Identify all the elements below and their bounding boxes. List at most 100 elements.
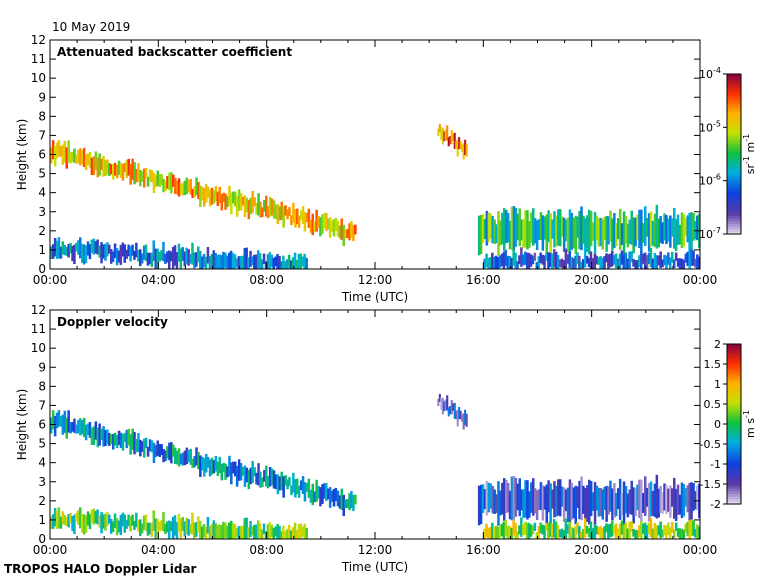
x-axis-label: Time (UTC) xyxy=(341,560,408,574)
feature-cell xyxy=(77,240,80,255)
feature-cell xyxy=(133,162,136,185)
colorbar-cell xyxy=(727,437,741,441)
feature-cell xyxy=(537,526,540,539)
feature-cell xyxy=(125,429,128,449)
feature-cell xyxy=(228,522,231,539)
feature-cell xyxy=(588,209,591,255)
y-tick-label: 8 xyxy=(38,109,46,123)
feature-cell xyxy=(497,211,500,256)
feature-cell xyxy=(144,167,148,179)
colorbar-cell xyxy=(727,119,741,123)
feature-cell xyxy=(570,256,573,269)
feature-cell xyxy=(75,512,78,522)
feature-cell xyxy=(152,172,156,193)
y-tick-label: 3 xyxy=(38,205,46,219)
feature-cell xyxy=(665,255,668,269)
feature-cell xyxy=(686,251,689,267)
feature-cell xyxy=(453,402,456,419)
feature-cell xyxy=(561,486,564,507)
feature-cell xyxy=(166,446,169,459)
feature-cell xyxy=(140,253,144,264)
feature-cell xyxy=(643,252,647,269)
feature-cell xyxy=(555,215,558,247)
feature-cell xyxy=(628,521,631,539)
feature-cell xyxy=(505,479,508,514)
feature-cell xyxy=(140,523,144,534)
feature-cell xyxy=(144,514,148,532)
feature-cell xyxy=(125,249,128,259)
feature-cell xyxy=(100,158,103,171)
feature-cell xyxy=(220,464,223,481)
feature-cell xyxy=(257,463,260,486)
feature-cell xyxy=(446,395,449,411)
feature-cell xyxy=(235,258,239,268)
feature-cell xyxy=(526,210,529,250)
feature-cell xyxy=(688,250,691,269)
feature-cell xyxy=(483,219,487,240)
colorbar-cell xyxy=(727,202,741,206)
colorbar-tick-label: 10-6 xyxy=(699,173,721,188)
feature-cell xyxy=(287,254,291,269)
feature-cell xyxy=(249,250,252,267)
feature-cell xyxy=(189,524,192,534)
feature-cell xyxy=(535,490,539,521)
feature-cell xyxy=(464,409,467,426)
feature-cell xyxy=(63,140,67,163)
feature-cell xyxy=(218,524,221,539)
feature-cell xyxy=(607,486,610,515)
feature-cell xyxy=(195,447,198,466)
feature-cell xyxy=(284,260,287,269)
y-tick-label: 6 xyxy=(38,418,46,432)
feature-cell xyxy=(616,258,620,269)
feature-cell xyxy=(247,199,251,220)
feature-cell xyxy=(284,205,287,216)
colorbar-cell xyxy=(727,100,741,104)
feature-cell xyxy=(251,460,254,484)
colorbar-cell xyxy=(727,130,741,134)
feature-cell xyxy=(585,255,589,264)
feature-cell xyxy=(168,442,171,461)
y-tick-label: 9 xyxy=(38,90,46,104)
feature-cell xyxy=(570,482,574,520)
feature-cell xyxy=(228,185,231,207)
colorbar-cell xyxy=(727,397,741,401)
feature-cell xyxy=(261,477,264,488)
feature-cell xyxy=(672,259,676,269)
feature-cell xyxy=(247,469,251,490)
feature-cell xyxy=(634,487,637,517)
feature-cell xyxy=(599,256,602,269)
feature-cell xyxy=(270,254,273,268)
feature-cell xyxy=(303,482,307,502)
feature-cell xyxy=(692,483,695,511)
feature-cell xyxy=(123,514,126,533)
feature-cell xyxy=(682,259,686,269)
feature-cell xyxy=(539,212,543,240)
feature-cell xyxy=(661,492,664,514)
feature-cell xyxy=(274,256,277,267)
feature-cell xyxy=(686,215,689,243)
feature-cell xyxy=(90,157,94,175)
feature-cell xyxy=(86,241,90,256)
feature-cell xyxy=(524,251,527,265)
feature-cell xyxy=(301,206,305,224)
feature-cell xyxy=(657,255,660,266)
feature-cell xyxy=(237,256,241,269)
feature-cell xyxy=(346,498,349,509)
feature-cell xyxy=(512,476,516,520)
feature-cell xyxy=(674,488,678,521)
feature-cell xyxy=(498,525,502,538)
feature-cell xyxy=(289,530,293,539)
feature-cell xyxy=(305,213,309,222)
y-tick-label: 11 xyxy=(31,322,46,336)
feature-cell xyxy=(491,216,494,244)
colorbar-tick-label: 10-4 xyxy=(699,66,721,81)
feature-cell xyxy=(266,524,270,539)
feature-cell xyxy=(543,255,546,269)
colorbar-cell xyxy=(727,362,741,366)
feature-cell xyxy=(112,163,115,180)
feature-cell xyxy=(504,249,508,266)
feature-cell xyxy=(553,519,556,538)
feature-cell xyxy=(257,250,260,269)
feature-cell xyxy=(63,515,66,526)
feature-cell xyxy=(321,484,324,504)
